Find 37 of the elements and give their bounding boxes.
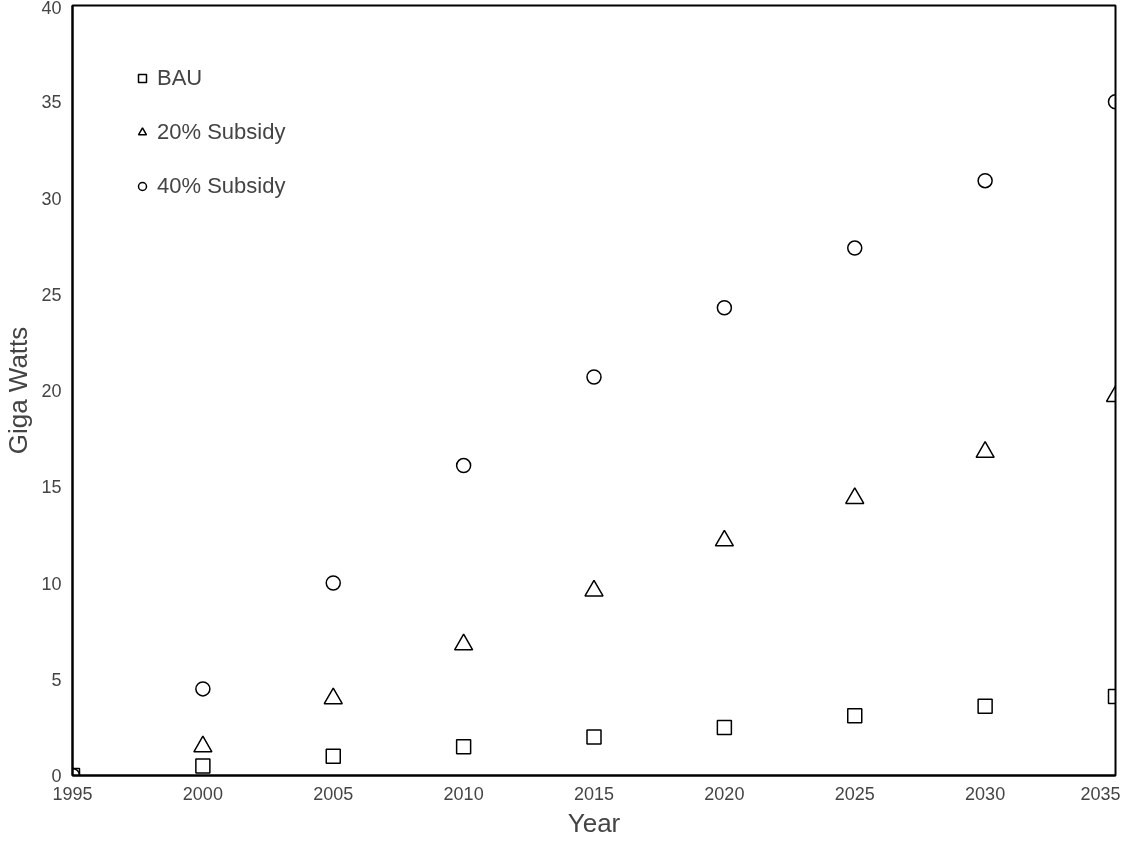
y-tick-label: 15 [41,477,62,498]
point [586,369,602,385]
point [195,758,211,774]
x-tick-label: 2005 [313,783,354,804]
point [847,708,863,724]
legend-label: BAU [157,65,203,91]
point [325,748,341,764]
point [716,719,733,736]
y-tick-label: 10 [41,573,62,594]
point [847,240,863,256]
x-tick-label: 2000 [182,783,223,804]
x-tick-label: 1995 [52,783,93,804]
x-tick-label: 2010 [443,783,484,804]
point [195,681,211,697]
x-tick-label: 2030 [965,783,1006,804]
point [716,299,733,316]
y-tick-label: 30 [41,188,62,209]
point [455,738,472,755]
y-tick-label: 0 [51,766,62,786]
y-tick-label: 25 [41,284,62,305]
point [586,729,602,745]
x-tick-label: 2025 [834,783,875,804]
y-tick-label: 40 [41,0,62,18]
x-axis-title: Year [567,807,621,838]
point [977,172,993,189]
y-tick-label: 35 [41,92,62,113]
y-axis-title: Giga Watts [3,326,34,455]
x-tick-label: 2020 [704,783,745,804]
y-tick-label: 5 [51,669,62,690]
legend-label: 20% Subsidy [157,119,286,145]
point [455,457,472,474]
x-tick-label: 2015 [573,783,615,804]
x-tick-label: 2035 [1080,783,1121,804]
legend-label: 40% Subsidy [157,173,286,199]
point [325,575,341,591]
y-tick-label: 20 [41,381,62,401]
point [977,698,993,714]
